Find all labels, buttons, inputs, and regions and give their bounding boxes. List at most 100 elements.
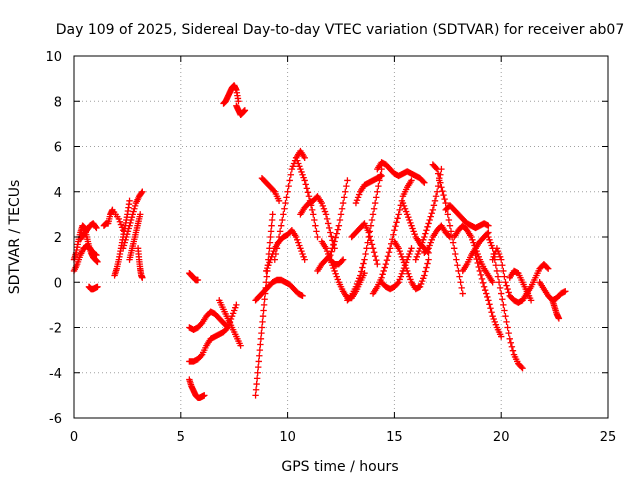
data-point	[424, 246, 431, 253]
data-point	[301, 256, 308, 263]
x-tick-label: 25	[600, 430, 617, 445]
data-point	[353, 280, 361, 288]
data-point	[330, 264, 337, 272]
data-point	[339, 256, 347, 263]
data-point	[235, 98, 242, 105]
data-point	[301, 177, 308, 184]
data-point	[339, 199, 347, 207]
data-point	[479, 279, 487, 287]
data-point	[253, 380, 260, 388]
data-point	[476, 267, 484, 275]
data-point	[399, 199, 407, 207]
data-point	[494, 273, 502, 280]
data-point	[298, 168, 305, 176]
y-tick-label: -6	[49, 412, 62, 427]
data-point	[330, 241, 337, 249]
data-point	[519, 365, 526, 372]
data-point	[252, 392, 259, 399]
data-point	[494, 247, 502, 255]
data-point	[407, 247, 414, 255]
data-point	[375, 182, 382, 190]
data-point	[492, 262, 500, 269]
data-point	[292, 233, 300, 241]
data-point	[138, 189, 145, 197]
data-point	[328, 233, 335, 240]
data-point	[260, 307, 267, 314]
data-point	[359, 264, 366, 271]
data-point	[487, 239, 494, 246]
data-point	[308, 206, 316, 214]
data-point	[433, 165, 441, 173]
data-point	[394, 280, 401, 287]
data-point	[420, 178, 427, 185]
data-point	[329, 262, 336, 269]
data-point	[436, 174, 443, 182]
data-point	[503, 282, 510, 289]
x-tick-label: 5	[177, 430, 185, 445]
data-point	[117, 221, 125, 228]
data-point	[424, 260, 431, 267]
x-tick-label: 10	[279, 430, 296, 445]
data-point	[501, 273, 508, 280]
data-point	[404, 267, 411, 275]
data-point	[492, 321, 500, 328]
data-point	[483, 290, 490, 297]
data-point	[390, 231, 397, 238]
data-point	[505, 329, 512, 337]
data-point	[493, 245, 501, 252]
data-point	[428, 210, 435, 217]
data-point	[328, 259, 335, 266]
data-point	[334, 226, 341, 233]
data-point	[270, 187, 277, 194]
data-point	[458, 284, 465, 292]
data-point	[267, 228, 275, 235]
data-point	[228, 312, 236, 320]
data-point	[394, 215, 401, 222]
data-point	[477, 271, 485, 279]
data-point	[266, 245, 273, 252]
data-point	[379, 271, 386, 278]
data-point	[116, 218, 124, 225]
data-point	[425, 220, 432, 227]
data-point	[300, 253, 307, 260]
data-point	[378, 172, 385, 180]
data-point	[361, 256, 368, 263]
data-layer	[70, 82, 569, 401]
data-point	[342, 188, 349, 195]
data-point	[122, 236, 129, 244]
data-point	[355, 191, 363, 198]
data-point	[295, 239, 302, 246]
data-point	[393, 219, 400, 226]
series-seg-m	[186, 301, 240, 365]
data-point	[504, 285, 511, 293]
data-point	[417, 242, 425, 249]
data-point	[277, 222, 285, 229]
data-point	[452, 250, 459, 258]
data-point	[327, 256, 334, 263]
data-point	[223, 325, 230, 332]
data-point	[397, 273, 405, 280]
data-point	[409, 225, 416, 232]
grid	[74, 56, 608, 418]
data-point	[425, 245, 432, 252]
data-point	[380, 267, 387, 275]
data-point	[259, 318, 266, 326]
data-point	[261, 296, 268, 303]
data-point	[123, 233, 130, 241]
data-point	[411, 230, 418, 238]
data-point	[366, 233, 374, 240]
series-seg-aj	[429, 161, 466, 297]
data-point	[373, 194, 380, 201]
data-point	[194, 276, 202, 284]
data-point	[543, 264, 551, 271]
data-point	[370, 205, 378, 212]
data-point	[282, 199, 289, 207]
data-point	[337, 211, 345, 218]
data-point	[418, 277, 426, 285]
data-point	[469, 236, 476, 244]
data-point	[263, 273, 270, 280]
data-point	[478, 275, 486, 283]
data-point	[395, 245, 402, 252]
data-point	[487, 305, 494, 312]
